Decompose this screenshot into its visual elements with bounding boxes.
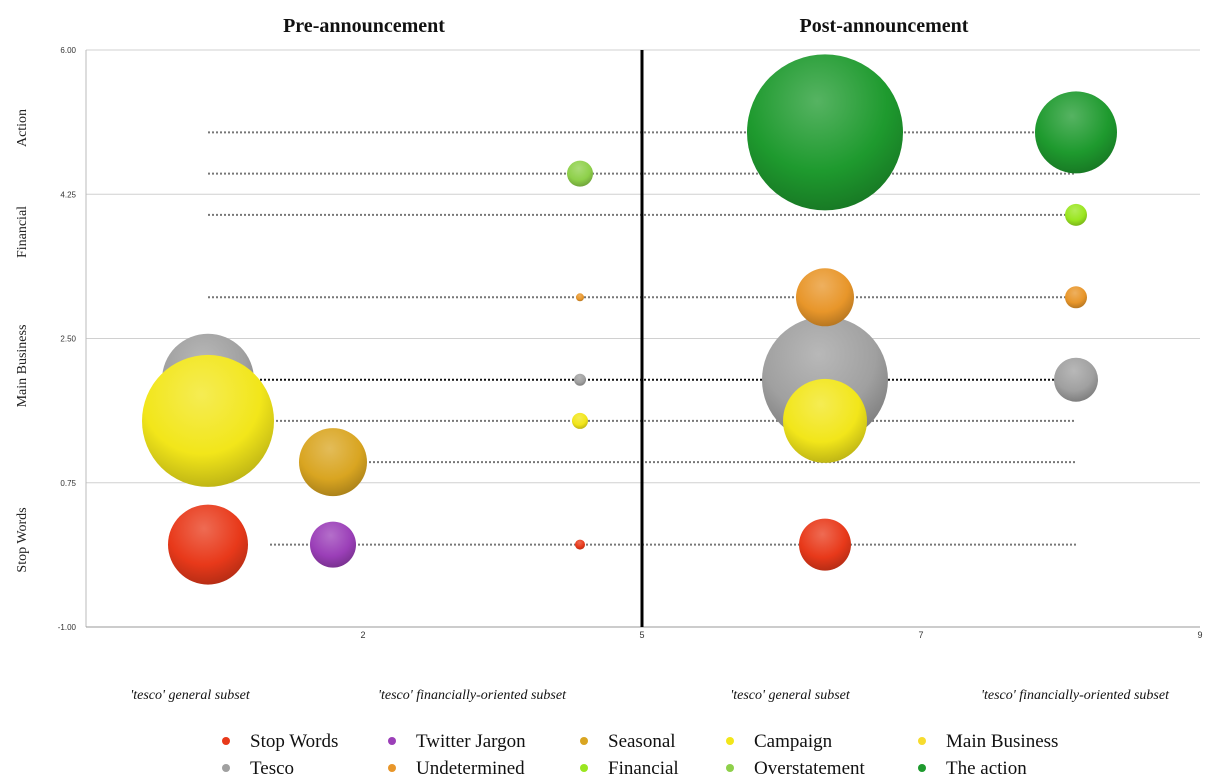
- y-tick-label: 4.25: [60, 190, 76, 199]
- bubble-stop-words: [575, 540, 585, 550]
- legend-marker: [222, 737, 230, 745]
- bubble-layer: [142, 54, 1117, 584]
- bubble-financial: [1065, 204, 1087, 226]
- x-tick-label: 9: [1197, 630, 1202, 640]
- legend-label: Financial: [608, 758, 679, 779]
- panel-title: Post-announcement: [800, 15, 969, 37]
- subset-label: 'tesco' general subset: [130, 688, 251, 703]
- legend-label: Main Business: [946, 731, 1058, 752]
- legend-marker: [580, 737, 588, 745]
- legend-label: Overstatement: [754, 758, 866, 779]
- legend-label: The action: [946, 758, 1027, 779]
- y-category-label: Action: [15, 109, 30, 147]
- bubble-undetermined: [796, 268, 854, 326]
- bubble-campaign: [783, 379, 867, 463]
- bubble-twitter-jargon: [310, 522, 356, 568]
- panel-title: Pre-announcement: [283, 15, 445, 37]
- x-tick-label: 5: [639, 630, 644, 640]
- bubble-campaign: [142, 355, 274, 487]
- bubble-overstatement: [567, 161, 593, 187]
- bubble-undetermined: [576, 293, 584, 301]
- y-tick-label: 2.50: [60, 335, 76, 344]
- bubble-stop-words: [168, 505, 248, 585]
- legend-label: Undetermined: [416, 758, 525, 779]
- bubble-tesco: [574, 374, 586, 386]
- y-category-label: Stop Words: [15, 507, 30, 572]
- legend-label: Seasonal: [608, 731, 676, 752]
- y-tick-label: 6.00: [60, 46, 76, 55]
- bubble-tesco: [1054, 358, 1098, 402]
- y-tick-label: -1.00: [58, 623, 77, 632]
- y-category-label: Main Business: [15, 325, 30, 408]
- bubble-stop-words: [799, 519, 851, 571]
- legend-label: Tesco: [250, 758, 294, 779]
- subset-label: 'tesco' financially-oriented subset: [378, 688, 567, 703]
- x-tick-label: 7: [918, 630, 923, 640]
- legend-marker: [918, 764, 926, 772]
- legend-marker: [222, 764, 230, 772]
- subset-label: 'tesco' general subset: [730, 688, 851, 703]
- x-tick-label: 2: [360, 630, 365, 640]
- legend-marker: [388, 764, 396, 772]
- subset-label: 'tesco' financially-oriented subset: [981, 688, 1170, 703]
- bubble-the-action: [1035, 91, 1117, 173]
- bubble-seasonal: [299, 428, 367, 496]
- legend-label: Stop Words: [250, 731, 338, 752]
- legend-marker: [726, 764, 734, 772]
- legend-marker: [918, 737, 926, 745]
- legend-marker: [726, 737, 734, 745]
- y-tick-label: 0.75: [60, 479, 76, 488]
- legend-marker: [580, 764, 588, 772]
- legend: Stop Words Twitter Jargon Seasonal Campaign…: [222, 731, 1058, 779]
- legend-marker: [388, 737, 396, 745]
- legend-label: Campaign: [754, 731, 833, 752]
- bubble-campaign: [572, 413, 588, 429]
- bubble-the-action: [747, 54, 903, 210]
- legend-label: Twitter Jargon: [416, 731, 526, 752]
- bubble-undetermined: [1065, 286, 1087, 308]
- y-category-label: Financial: [15, 206, 30, 258]
